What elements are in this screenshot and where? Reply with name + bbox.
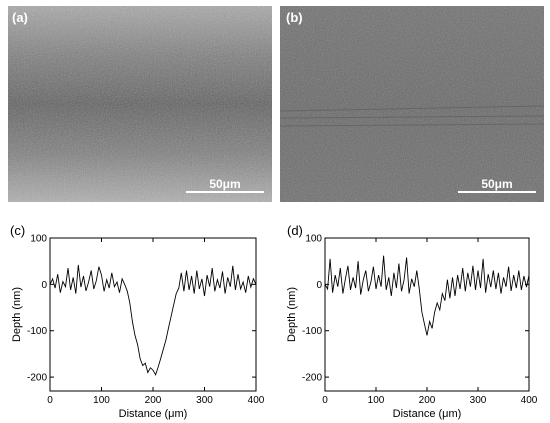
x-tick-label: 0 [322,395,328,406]
x-tick-label: 300 [196,395,213,406]
x-tick-label: 400 [521,395,538,406]
x-tick-label: 100 [93,395,110,406]
x-tick-label: 200 [145,395,162,406]
panel-label: (a) [12,10,28,25]
y-tick-label: 100 [305,234,322,245]
scale-bar-label: 50μm [209,177,240,191]
y-tick-label: 100 [30,234,47,245]
y-tick-label: -200 [27,373,47,384]
micrograph-b: (b) 50μm [280,6,544,202]
panel-label: (d) [287,223,303,238]
panel-label: (c) [10,223,25,238]
y-axis-label: Depth (nm) [11,287,23,342]
y-tick-label: -200 [302,373,322,384]
y-tick-label: -100 [27,326,47,337]
panel-label: (b) [286,10,303,25]
y-tick-label: 0 [41,280,47,291]
y-tick-label: -100 [302,326,322,337]
scale-bar-label: 50μm [481,177,512,191]
y-tick-label: 0 [316,280,322,291]
plot-frame [324,237,530,392]
y-axis-label: Depth (nm) [286,287,298,342]
plot-frame [49,237,257,392]
x-axis-label: Distance (μm) [393,408,462,420]
x-tick-label: 0 [47,395,53,406]
x-tick-label: 400 [248,395,265,406]
depth-profile-line [49,264,257,376]
x-axis-label: Distance (μm) [119,408,188,420]
x-tick-label: 100 [368,395,385,406]
x-tick-label: 200 [419,395,436,406]
x-tick-label: 300 [470,395,487,406]
depth-profile-line [324,255,530,336]
micrograph-a: (a) 50μm [8,6,272,202]
